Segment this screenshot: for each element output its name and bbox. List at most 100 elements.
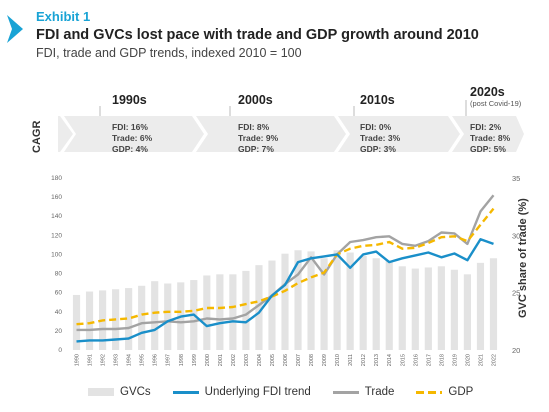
y-tick-left-120: 120 bbox=[51, 232, 62, 239]
x-tick-1990: 1990 bbox=[75, 354, 81, 366]
bar-gvc-2009 bbox=[320, 258, 328, 350]
y-tick-right-35: 35 bbox=[512, 174, 520, 183]
bar-gvc-2008 bbox=[307, 251, 315, 350]
bar-gvc-2001 bbox=[216, 274, 224, 350]
cagr-fdi-2020s: FDI: 2% bbox=[470, 122, 502, 132]
bar-gvc-2002 bbox=[229, 274, 237, 350]
bar-gvc-2000 bbox=[203, 275, 211, 350]
x-tick-2006: 2006 bbox=[283, 354, 289, 366]
cagr-band-start bbox=[58, 116, 73, 152]
bar-gvc-2017 bbox=[424, 267, 432, 350]
x-tick-2021: 2021 bbox=[478, 354, 484, 366]
x-tick-2008: 2008 bbox=[309, 354, 315, 366]
line-gdp bbox=[76, 207, 495, 326]
x-tick-2014: 2014 bbox=[387, 354, 393, 366]
cagr-trade-2000s: Trade: 9% bbox=[238, 133, 279, 143]
x-tick-2001: 2001 bbox=[218, 354, 224, 366]
y-tick-right-25: 25 bbox=[512, 289, 520, 298]
x-tick-2022: 2022 bbox=[491, 354, 497, 366]
cagr-period-2020s bbox=[452, 116, 524, 152]
cagr-label: CAGR bbox=[31, 121, 43, 153]
legend-item-fdi: Underlying FDI trend bbox=[172, 386, 311, 398]
bar-gvc-2004 bbox=[255, 265, 263, 350]
cagr-gdp-1990s: GDP: 4% bbox=[112, 144, 148, 154]
series-lines bbox=[76, 194, 495, 343]
bar-gvc-2014 bbox=[385, 260, 393, 350]
x-tick-2004: 2004 bbox=[257, 354, 263, 366]
y-tick-left-160: 160 bbox=[51, 194, 62, 201]
bar-gvc-2015 bbox=[398, 266, 406, 350]
y-axis-right: 20 25 30 35 bbox=[512, 174, 520, 355]
exhibit-label: Exhibit 1 bbox=[36, 9, 91, 24]
x-tick-2015: 2015 bbox=[400, 354, 406, 366]
x-tick-1999: 1999 bbox=[192, 354, 198, 366]
bar-gvc-2013 bbox=[372, 258, 380, 350]
bar-gvc-2018 bbox=[437, 266, 445, 350]
cagr-period-1990s bbox=[64, 116, 204, 152]
x-tick-2019: 2019 bbox=[452, 354, 458, 366]
x-tick-2000: 2000 bbox=[205, 354, 211, 366]
x-tick-2016: 2016 bbox=[413, 354, 419, 366]
y-tick-left-60: 60 bbox=[55, 290, 63, 297]
legend-item-gvcs: GVCs bbox=[88, 386, 151, 398]
x-tick-2003: 2003 bbox=[244, 354, 250, 366]
legend-item-trade: Trade bbox=[332, 386, 395, 398]
bar-gvc-2022 bbox=[489, 258, 498, 350]
x-tick-1996: 1996 bbox=[153, 354, 159, 366]
bar-gvc-2005 bbox=[268, 260, 276, 350]
legend-label-trade: Trade bbox=[364, 386, 395, 398]
x-tick-1998: 1998 bbox=[179, 354, 185, 366]
legend-label-gdp: GDP bbox=[448, 386, 474, 398]
chevron-logo-icon bbox=[7, 15, 23, 43]
cagr-band: CAGR bbox=[31, 116, 524, 153]
x-tick-2012: 2012 bbox=[361, 354, 367, 366]
y-axis-right-title: GVC share of trade (%) bbox=[517, 198, 529, 318]
decade-note-2020s: (post Covid-19) bbox=[470, 99, 522, 108]
decade-label-2020s: 2020s bbox=[470, 85, 505, 99]
legend-label-fdi: Underlying FDI trend bbox=[204, 386, 311, 398]
x-tick-2005: 2005 bbox=[270, 354, 276, 366]
cagr-gdp-2010s: GDP: 3% bbox=[360, 144, 396, 154]
bar-gvc-2003 bbox=[242, 270, 250, 350]
cagr-period-2000s bbox=[196, 116, 346, 152]
line-fdi bbox=[76, 237, 494, 343]
bar-gvc-2007 bbox=[294, 250, 302, 350]
legend-swatch-trade bbox=[332, 390, 359, 394]
bar-gvc-1997 bbox=[164, 283, 172, 350]
x-axis: 1990 1991 1992 1993 1994 1995 1996 1997 1998 1999… bbox=[75, 354, 498, 366]
y-tick-left-20: 20 bbox=[55, 328, 63, 335]
cagr-gdp-2000s: GDP: 7% bbox=[238, 144, 274, 154]
x-tick-2002: 2002 bbox=[231, 354, 237, 366]
cagr-trade-2010s: Trade: 3% bbox=[360, 133, 401, 143]
page-subtitle: FDI, trade and GDP trends, indexed 2010 … bbox=[36, 46, 302, 60]
legend-item-gdp: GDP bbox=[416, 386, 473, 398]
x-tick-1993: 1993 bbox=[114, 354, 120, 366]
x-tick-2017: 2017 bbox=[426, 354, 432, 366]
legend-label-gvcs: GVCs bbox=[120, 386, 151, 398]
bar-gvc-2010 bbox=[333, 250, 341, 350]
y-axis-left: 0 20 40 60 80 100 120 140 160 180 bbox=[51, 175, 62, 354]
cagr-period-2010s bbox=[338, 116, 460, 152]
bar-gvc-2006 bbox=[281, 253, 289, 350]
legend-swatch-gvcs bbox=[88, 388, 114, 396]
bar-gvc-1990 bbox=[72, 294, 81, 350]
y-tick-left-0: 0 bbox=[58, 347, 62, 354]
y-tick-left-140: 140 bbox=[51, 213, 62, 220]
bar-gvc-1991 bbox=[85, 291, 94, 350]
x-tick-1995: 1995 bbox=[140, 354, 146, 366]
x-tick-2010: 2010 bbox=[335, 354, 341, 366]
x-tick-1991: 1991 bbox=[88, 354, 94, 366]
x-tick-2020: 2020 bbox=[465, 354, 471, 366]
cagr-trade-2020s: Trade: 8% bbox=[470, 133, 511, 143]
y-tick-right-30: 30 bbox=[512, 231, 520, 240]
decade-label-2000s: 2000s bbox=[238, 93, 273, 107]
bar-gvc-2019 bbox=[450, 269, 458, 350]
legend-swatch-fdi bbox=[172, 390, 199, 394]
x-tick-2011: 2011 bbox=[348, 354, 354, 366]
bar-gvc-2016 bbox=[411, 268, 419, 350]
cagr-trade-1990s: Trade: 6% bbox=[112, 133, 153, 143]
bar-gvc-1994 bbox=[125, 288, 133, 350]
bar-gvc-1996 bbox=[151, 281, 159, 350]
x-tick-1992: 1992 bbox=[101, 354, 107, 366]
